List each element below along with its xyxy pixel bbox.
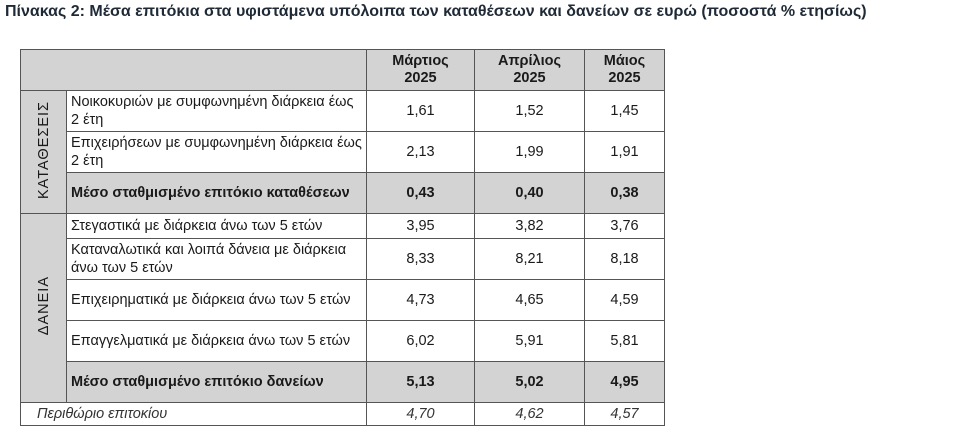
- column-header-march: Μάρτιος 2025: [366, 49, 475, 91]
- value-cell: 4,57: [584, 402, 665, 426]
- table-row: Επιχειρηματικά με διάρκεια άνω των 5 ετώ…: [21, 279, 665, 321]
- value-cell: 4,70: [366, 402, 475, 426]
- value-cell: 3,95: [366, 213, 475, 239]
- interest-margin-row: Περιθώριο επιτοκίου 4,70 4,62 4,57: [20, 402, 665, 426]
- row-label: Μέσο σταθμισμένο επιτόκιο καταθέσεων: [66, 172, 367, 214]
- value-cell: 1,52: [474, 90, 585, 132]
- table-title: Πίνακας 2: Μέσα επιτόκια στα υφιστάμενα …: [5, 3, 867, 20]
- table-row: ΚΑΤΑΘΕΣΕΙΣ Νοικοκυριών με συμφωνημένη δι…: [20, 90, 665, 214]
- value-cell: 4,65: [474, 279, 585, 321]
- group-label-loans: ΔΑΝΕΙΑ: [20, 213, 67, 403]
- row-label: Στεγαστικά με διάρκεια άνω των 5 ετών: [66, 213, 367, 239]
- value-cell: 5,02: [474, 361, 585, 403]
- value-cell: 0,43: [366, 172, 475, 214]
- value-cell: 1,45: [584, 90, 665, 132]
- column-header-year: 2025: [404, 70, 437, 86]
- value-cell: 3,76: [584, 213, 665, 239]
- total-row-deposits: Μέσο σταθμισμένο επιτόκιο καταθέσεων 0,4…: [21, 172, 665, 214]
- value-cell: 3,82: [474, 213, 585, 239]
- row-label: Περιθώριο επιτοκίου: [20, 402, 367, 426]
- header-row: Μάρτιος 2025 Απρίλιος 2025 Μάιος 2025: [20, 49, 665, 91]
- row-label: Μέσο σταθμισμένο επιτόκιο δανείων: [66, 361, 367, 403]
- value-cell: 0,38: [584, 172, 665, 214]
- table-row: Καταναλωτικά και λοιπά δάνεια με διάρκει…: [21, 238, 665, 280]
- value-cell: 5,81: [584, 320, 665, 362]
- value-cell: 1,91: [584, 131, 665, 173]
- column-header-month: Μάιος: [603, 53, 646, 69]
- group-label-text: ΚΑΤΑΘΕΣΕΙΣ: [35, 100, 52, 199]
- row-label: Επιχειρήσεων με συμφωνημένη διάρκεια έως…: [66, 131, 367, 173]
- value-cell: 8,18: [584, 238, 665, 280]
- group-label-text: ΔΑΝΕΙΑ: [35, 275, 52, 336]
- value-cell: 1,99: [474, 131, 585, 173]
- column-header-month: Μάρτιος: [392, 53, 449, 69]
- table-row: Επιχειρήσεων με συμφωνημένη διάρκεια έως…: [21, 131, 665, 173]
- column-header-month: Απρίλιος: [497, 53, 562, 69]
- value-cell: 5,13: [366, 361, 475, 403]
- value-cell: 2,13: [366, 131, 475, 173]
- total-row-loans: Μέσο σταθμισμένο επιτόκιο δανείων 5,13 5…: [21, 361, 665, 403]
- group-label-deposits: ΚΑΤΑΘΕΣΕΙΣ: [20, 90, 67, 214]
- value-cell: 1,61: [366, 90, 475, 132]
- value-cell: 5,91: [474, 320, 585, 362]
- row-label: Επιχειρηματικά με διάρκεια άνω των 5 ετώ…: [66, 279, 367, 321]
- row-label: Καταναλωτικά και λοιπά δάνεια με διάρκει…: [66, 238, 367, 280]
- value-cell: 0,40: [474, 172, 585, 214]
- column-header-may: Μάιος 2025: [584, 49, 665, 91]
- table-row: ΔΑΝΕΙΑ Στεγαστικά με διάρκεια άνω των 5 …: [20, 213, 665, 403]
- interest-rates-table: Μάρτιος 2025 Απρίλιος 2025 Μάιος 2025 ΚΑ…: [20, 49, 665, 426]
- value-cell: 8,21: [474, 238, 585, 280]
- header-blank-cell: [20, 49, 367, 91]
- value-cell: 4,73: [366, 279, 475, 321]
- column-header-year: 2025: [513, 70, 546, 86]
- value-cell: 6,02: [366, 320, 475, 362]
- value-cell: 4,95: [584, 361, 665, 403]
- value-cell: 4,59: [584, 279, 665, 321]
- row-label: Νοικοκυριών με συμφωνημένη διάρκεια έως …: [66, 90, 367, 132]
- row-label: Επαγγελματικά με διάρκεια άνω των 5 ετών: [66, 320, 367, 362]
- column-header-year: 2025: [608, 70, 641, 86]
- value-cell: 8,33: [366, 238, 475, 280]
- column-header-april: Απρίλιος 2025: [474, 49, 585, 91]
- table-row: Επαγγελματικά με διάρκεια άνω των 5 ετών…: [21, 320, 665, 362]
- value-cell: 4,62: [474, 402, 585, 426]
